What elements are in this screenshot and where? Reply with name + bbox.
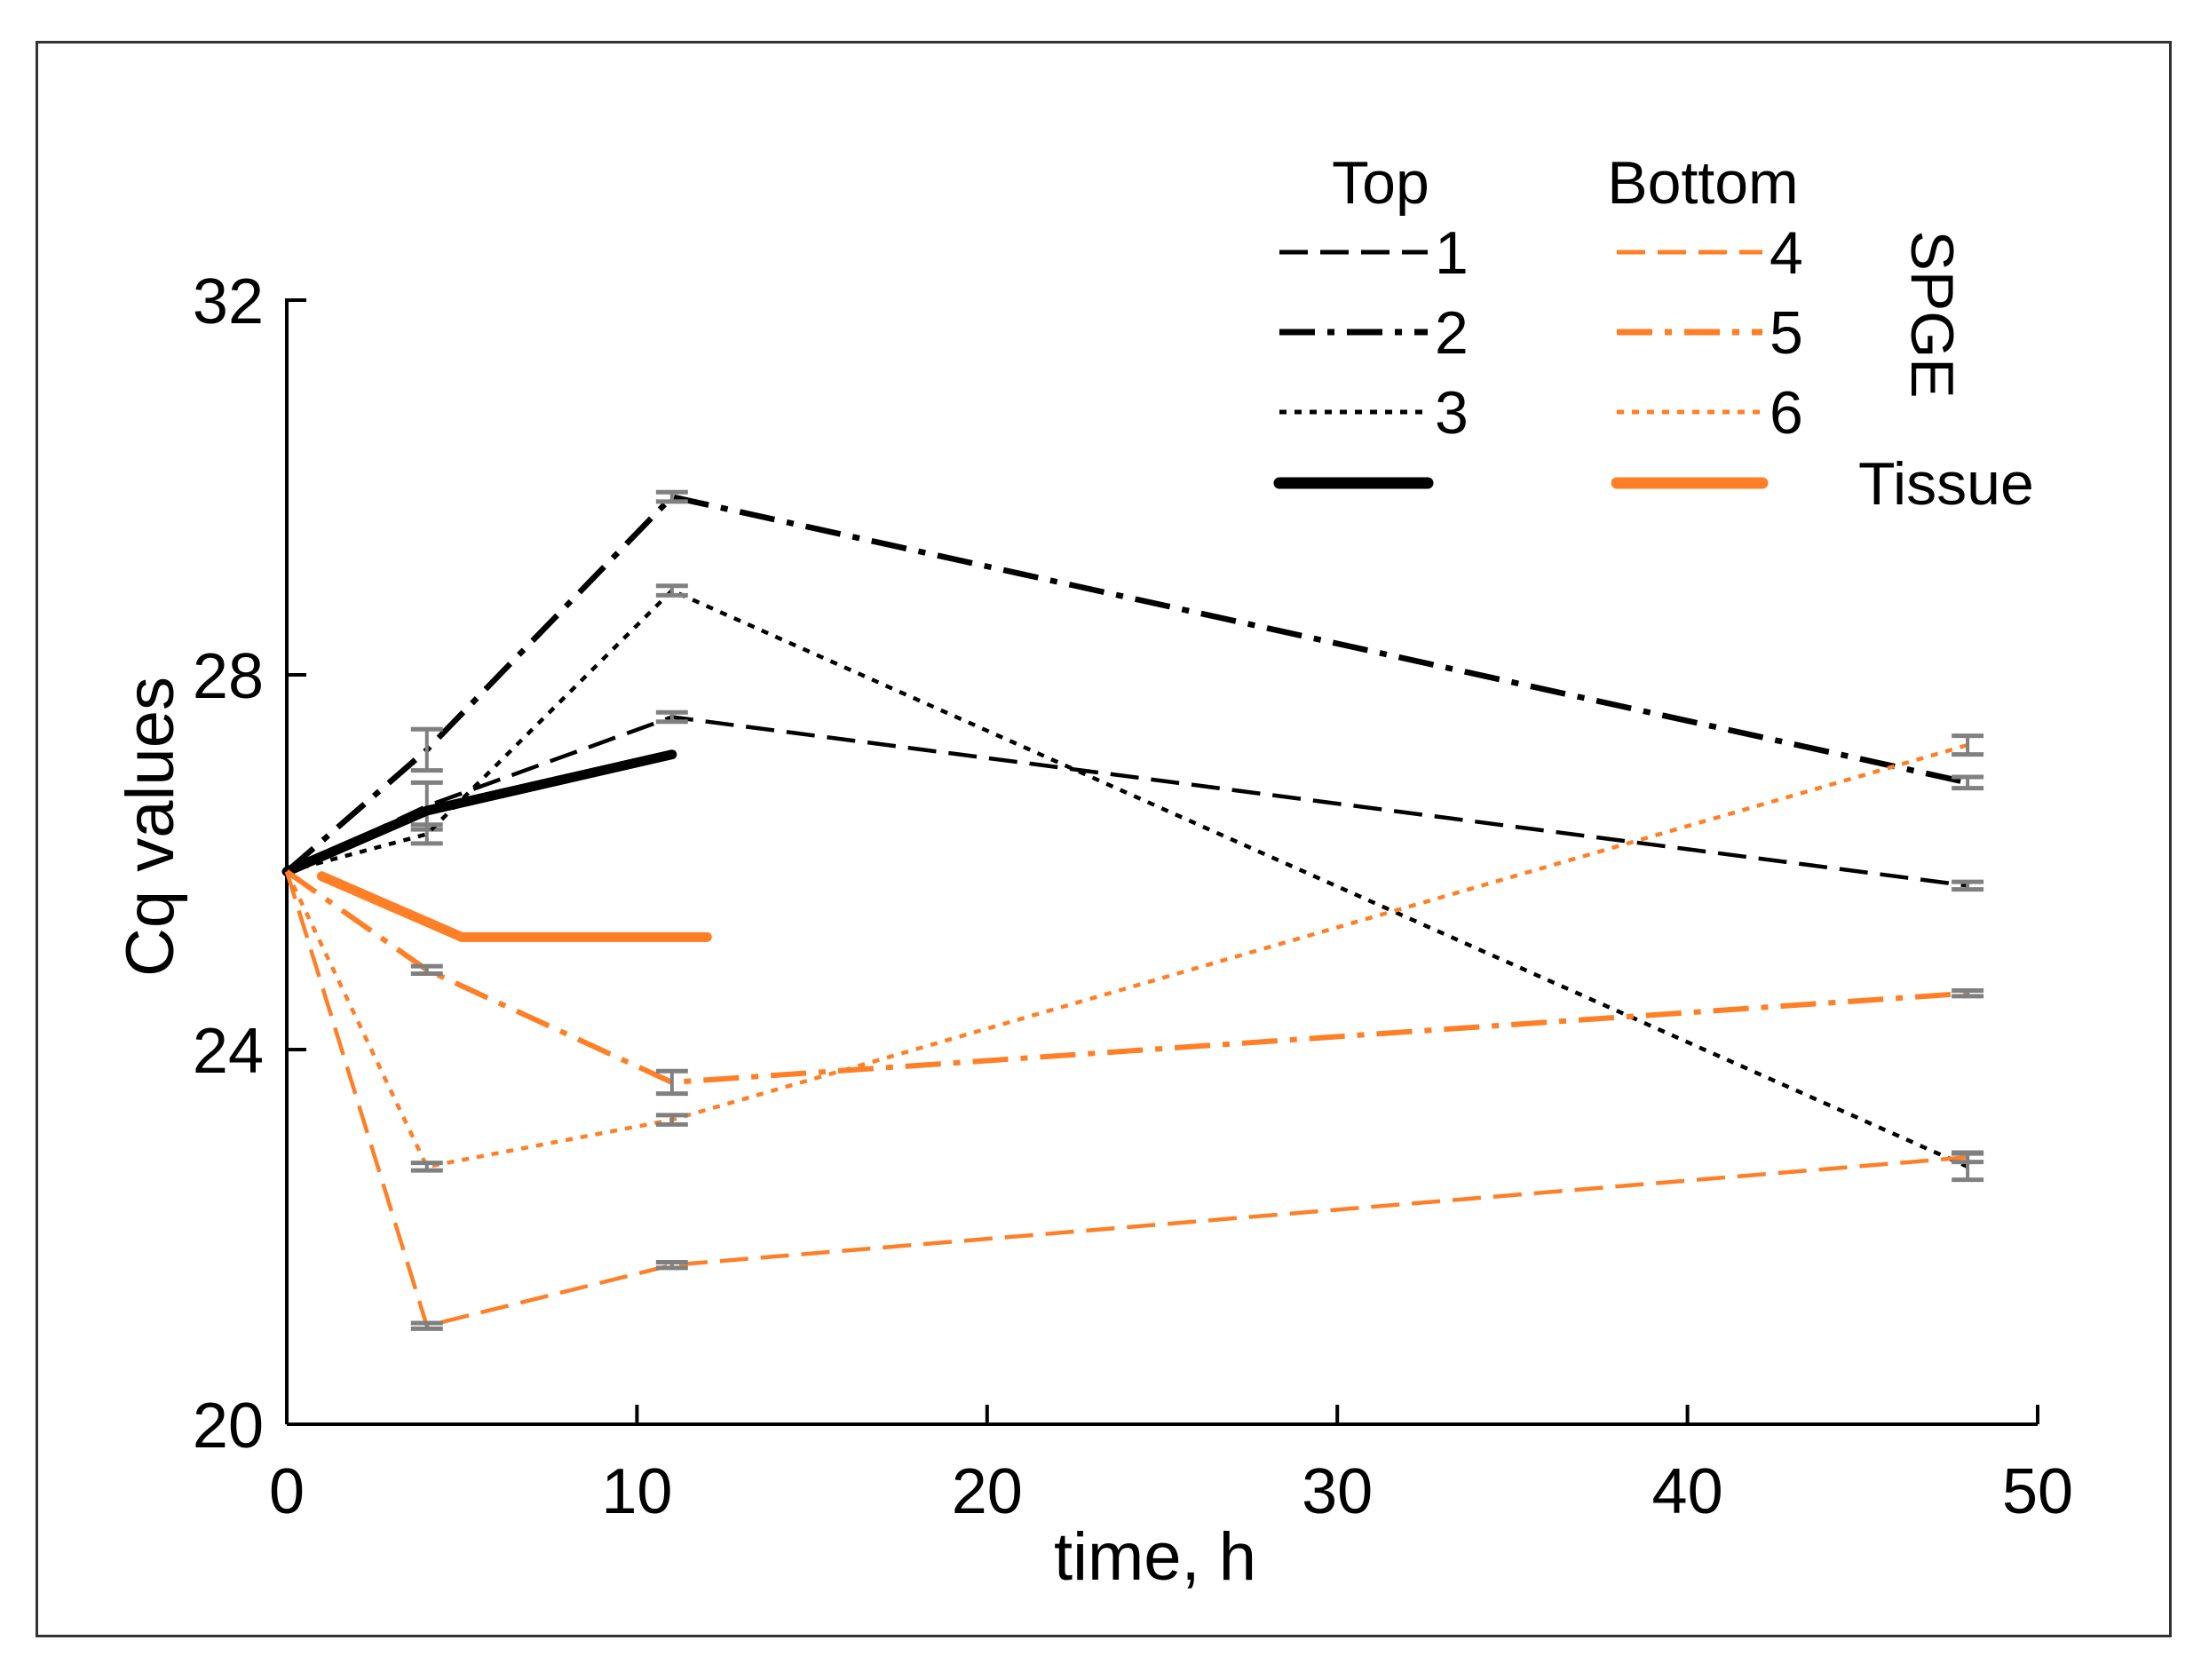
x-tick-label: 10 — [601, 1456, 672, 1527]
series-3 — [286, 583, 1984, 1183]
y-tick-label: 28 — [193, 641, 264, 712]
error-bar — [1952, 879, 1984, 892]
legend-label-tissue: Tissue — [1858, 450, 2034, 518]
y-tick-label: 24 — [193, 1016, 264, 1087]
y-tick-label: 32 — [193, 266, 264, 337]
legend-header-top: Top — [1332, 149, 1429, 217]
error-bar — [410, 822, 443, 846]
series-1 — [286, 709, 1984, 892]
legend-label: 6 — [1770, 379, 1803, 447]
x-tick-label: 0 — [269, 1456, 305, 1527]
error-bar — [1952, 733, 1984, 757]
error-bar — [410, 963, 443, 977]
x-tick-label: 20 — [952, 1456, 1023, 1527]
error-bar — [655, 1259, 688, 1271]
series-6 — [284, 733, 1984, 1173]
error-bar — [410, 1320, 443, 1331]
error-bar — [655, 489, 688, 504]
series-line — [281, 749, 677, 877]
legend-label: 1 — [1435, 219, 1469, 287]
chart-frame: 0 10 20 30 40 50 20 24 28 32 Top Bottom 1 2 3 4 5 6 Tissu… — [36, 41, 2172, 1637]
legend-label: 5 — [1770, 299, 1803, 367]
x-tick-label: 30 — [1302, 1456, 1373, 1527]
series-line — [286, 715, 1968, 888]
series-tissue-top — [281, 749, 677, 877]
legend: Top Bottom 1 2 3 4 5 6 Tissue SPGE — [1273, 149, 2034, 518]
error-bar — [655, 583, 688, 598]
error-bar — [1952, 1150, 1984, 1165]
series-4 — [284, 870, 1984, 1331]
line-chart: 0 10 20 30 40 50 20 24 28 32 Top Bottom 1 2 3 4 5 6 Tissu… — [113, 149, 2073, 1595]
series-layer — [281, 489, 1984, 1331]
series-line — [285, 869, 1968, 1085]
error-bar — [1952, 774, 1984, 791]
series-line — [284, 742, 1968, 1169]
series-line — [316, 871, 712, 942]
error-bar — [655, 1068, 688, 1097]
error-bar — [410, 1161, 443, 1173]
y-tick-label: 20 — [193, 1391, 264, 1462]
series-tissue-bottom — [316, 871, 712, 942]
x-tick-label: 50 — [2002, 1456, 2073, 1527]
series-5 — [285, 869, 1984, 1097]
series-line — [284, 494, 1968, 875]
error-bar — [410, 726, 443, 773]
series-line — [286, 588, 1969, 1169]
legend-label: 3 — [1435, 379, 1469, 447]
error-bar — [655, 1113, 688, 1127]
y-axis-label: Cq values — [113, 677, 188, 977]
series-2 — [284, 489, 1984, 875]
legend-label: 4 — [1770, 219, 1803, 287]
x-tick-label: 40 — [1652, 1456, 1723, 1527]
legend-header-bottom: Bottom — [1607, 149, 1798, 217]
x-axis-label: time, h — [1054, 1519, 1256, 1595]
legend-label: 2 — [1435, 299, 1469, 367]
error-bar — [655, 709, 688, 725]
error-bar — [1952, 988, 1984, 999]
legend-side-label-spge: SPGE — [1898, 231, 1966, 399]
